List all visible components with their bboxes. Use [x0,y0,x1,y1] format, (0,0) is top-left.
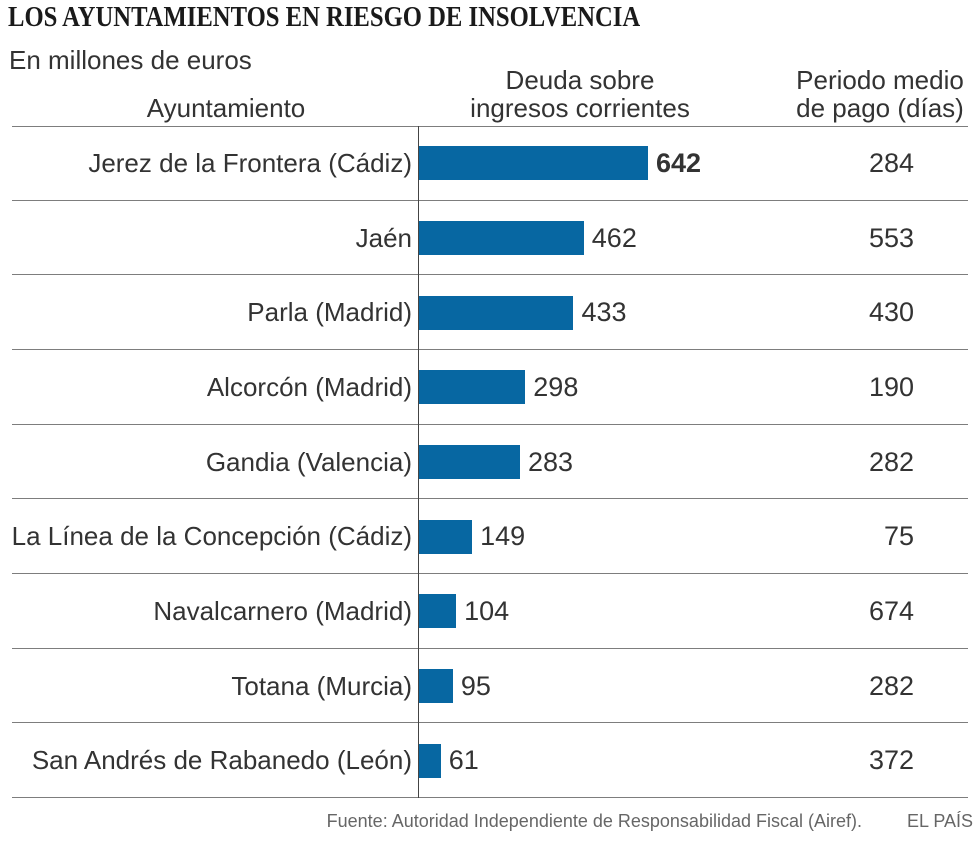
payment-period-value: 190 [868,372,914,402]
table-row: Totana (Murcia) 95 282 [0,649,980,724]
table-row: San Andrés de Rabanedo (León) 61 372 [0,723,980,799]
source-note: Fuente: Autoridad Independiente de Respo… [326,811,862,831]
debt-value-label: 298 [533,372,579,402]
debt-header-line-2: ingresos corrientes [470,93,690,123]
debt-value-label: 462 [591,222,637,253]
row-divider [12,199,968,201]
debt-value-label: 149 [480,521,526,552]
row-divider [12,423,968,425]
municipality-label: La Línea de la Concepción (Cádiz) [11,521,412,552]
payment-header-line-2: de pago (días) [796,93,964,123]
row-divider [12,647,968,649]
municipality-label: Jerez de la Frontera (Cádiz) [88,148,412,178]
chart-subtitle: En millones de euros [9,45,252,75]
row-divider [12,498,968,500]
municipality-label: Totana (Murcia) [231,670,412,701]
table-row: Jerez de la Frontera (Cádiz) 642 284 [0,126,980,201]
payment-period-value: 282 [868,446,914,477]
payment-period-value: 284 [868,148,914,178]
row-divider [12,573,968,574]
municipality-column-header: Ayuntamiento [126,94,326,122]
debt-value-label: 433 [581,297,627,328]
payment-period-value: 553 [868,222,914,253]
municipality-label: Gandia (Valencia) [205,446,412,477]
municipality-label: Jaén [355,222,412,253]
payment-period-value: 674 [868,596,914,627]
table-row: Jaén 462 553 [0,201,980,276]
bar-axis-line [418,126,419,798]
debt-bar [419,295,574,330]
debt-bar [419,519,473,554]
header-divider [12,126,968,127]
debt-bar [419,445,520,479]
row-divider [12,348,968,350]
debt-header-line-1: Deuda sobre [505,65,655,95]
chart-title: LOS AYUNTAMIENTOS EN RIESGO DE INSOLVENC… [8,1,641,33]
payment-period-value: 282 [868,670,914,701]
table-row: Navalcarnero (Madrid) 104 674 [0,574,980,649]
payment-period-value: 372 [868,745,914,776]
municipality-label: Navalcarnero (Madrid) [153,596,412,627]
publisher-credit: EL PAÍS [907,811,974,831]
municipality-label: Alcorcón (Madrid) [206,372,412,402]
table-row: Gandia (Valencia) 283 282 [0,425,980,500]
row-divider [12,797,968,799]
row-divider [12,274,968,276]
municipality-label: Parla (Madrid) [247,297,412,328]
debt-value-label: 95 [460,670,491,701]
debt-bar [419,669,453,704]
debt-column-header: Deuda sobre ingresos corrientes [470,66,690,122]
debt-bar [419,594,457,629]
table-row: Parla (Madrid) 433 430 [0,275,980,350]
municipality-header-text: Ayuntamiento [146,93,306,123]
payment-period-value: 430 [868,297,914,328]
debt-value-label: 104 [464,596,510,627]
municipality-label: San Andrés de Rabanedo (León) [31,745,412,776]
payment-header-line-1: Periodo medio [796,65,964,95]
payment-period-value: 75 [883,521,914,552]
row-divider [12,722,968,724]
debt-value-label: 61 [448,745,479,776]
debt-value-label: 283 [527,446,573,477]
debt-value-label: 642 [656,148,702,178]
debt-bar [419,220,584,255]
debt-bar [419,743,441,778]
table-row: Alcorcón (Madrid) 298 190 [0,350,980,425]
debt-bar [419,146,648,181]
payment-period-column-header: Periodo medio de pago (días) [790,66,970,122]
debt-bar [419,370,526,405]
table-row: La Línea de la Concepción (Cádiz) 149 75 [0,499,980,574]
